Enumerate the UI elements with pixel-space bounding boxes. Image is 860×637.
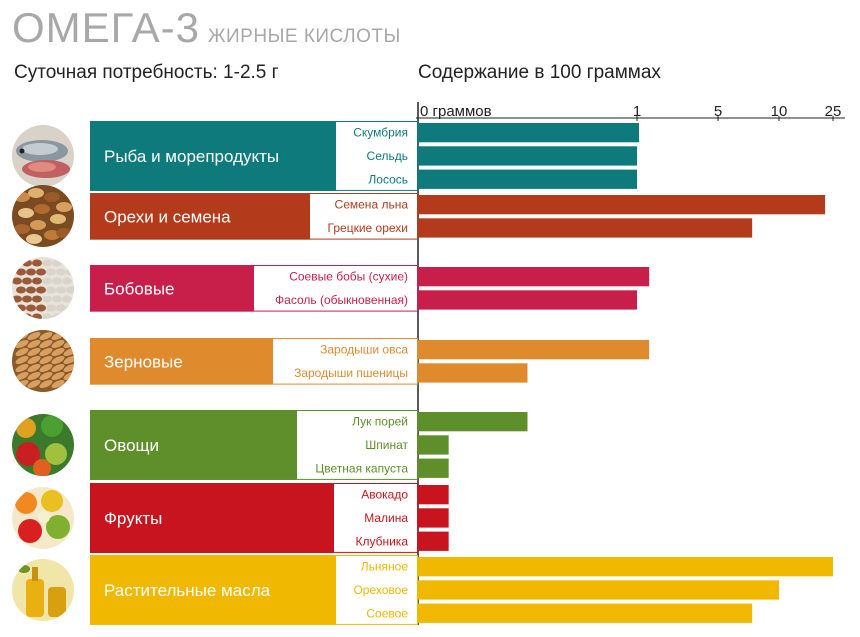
item-label: Семена льна <box>335 198 409 212</box>
item-label: Шпинат <box>365 438 408 452</box>
category-frame <box>90 193 418 240</box>
page-title: ОМЕГА-3 ЖИРНЫЕ КИСЛОТЫ <box>12 4 401 52</box>
category-block <box>90 555 336 625</box>
item-label: Фасоль (обыкновенная) <box>275 293 408 307</box>
bar <box>418 508 449 528</box>
category-label: Бобовые <box>104 279 175 298</box>
category-frame <box>90 555 418 625</box>
category-label: Растительные масла <box>104 581 271 600</box>
bar <box>418 580 779 600</box>
category-block <box>90 410 297 480</box>
category-block <box>90 338 273 385</box>
category-frame <box>90 483 418 553</box>
bar <box>418 195 826 215</box>
item-label: Соевые бобы (сухие) <box>289 270 408 284</box>
item-label: Сельдь <box>367 149 408 163</box>
vegetables-icon <box>12 413 74 476</box>
oil-icon <box>12 558 74 621</box>
category-label: Овощи <box>104 436 159 455</box>
item-label: Льняное <box>361 560 409 574</box>
x-tick-label: 5 <box>714 103 722 120</box>
category-label: Орехи и семена <box>104 207 231 226</box>
bar <box>418 290 637 310</box>
category-label: Зерновые <box>104 352 183 371</box>
category-label: Фрукты <box>104 509 162 528</box>
bar <box>418 363 528 383</box>
category-block <box>90 121 336 191</box>
x-tick-label: 1 <box>633 103 641 120</box>
item-label: Малина <box>364 511 408 525</box>
category-block <box>90 265 254 312</box>
category-block <box>90 193 310 240</box>
bar <box>418 412 528 432</box>
item-label: Авокадо <box>361 488 408 502</box>
item-label: Скумбрия <box>353 126 408 140</box>
category-frame <box>90 338 418 385</box>
item-label: Клубника <box>355 534 408 548</box>
bar <box>418 267 650 287</box>
category-frame <box>90 410 418 480</box>
item-label: Лосось <box>368 172 408 186</box>
item-label: Лук порей <box>352 415 408 429</box>
item-label: Грецкие орехи <box>328 221 408 235</box>
x-tick-label: 10 <box>771 103 788 120</box>
daily-need-label: Суточная потребность: 1-2.5 г <box>14 62 279 83</box>
bar <box>418 557 833 577</box>
bar <box>418 458 449 478</box>
category-frame <box>90 265 418 312</box>
item-label: Зародыши овса <box>320 343 408 357</box>
bar <box>418 169 637 189</box>
fruits-icon <box>12 486 74 549</box>
fish-icon <box>12 124 74 187</box>
title-sub: ЖИРНЫЕ КИСЛОТЫ <box>207 26 401 47</box>
bar <box>418 531 449 551</box>
bar <box>418 485 449 505</box>
bar <box>418 146 637 166</box>
bar <box>418 340 650 360</box>
category-label: Рыба и морепродукты <box>104 147 279 166</box>
title-main: ОМЕГА-3 <box>12 4 200 51</box>
x-tick-label: 0 граммов <box>420 103 492 120</box>
bar <box>418 435 449 455</box>
bar <box>418 123 640 143</box>
beans-icon <box>12 257 74 320</box>
item-label: Зародыши пшеницы <box>294 366 408 380</box>
item-label: Цветная капуста <box>315 461 408 475</box>
content-header: Содержание в 100 граммах <box>418 62 661 83</box>
category-block <box>90 483 334 553</box>
bar <box>418 603 753 623</box>
category-frame <box>90 121 418 191</box>
x-tick-label: 25 <box>825 103 842 120</box>
item-label: Соевое <box>366 606 408 620</box>
bar <box>418 218 753 238</box>
item-label: Ореховое <box>353 583 408 597</box>
